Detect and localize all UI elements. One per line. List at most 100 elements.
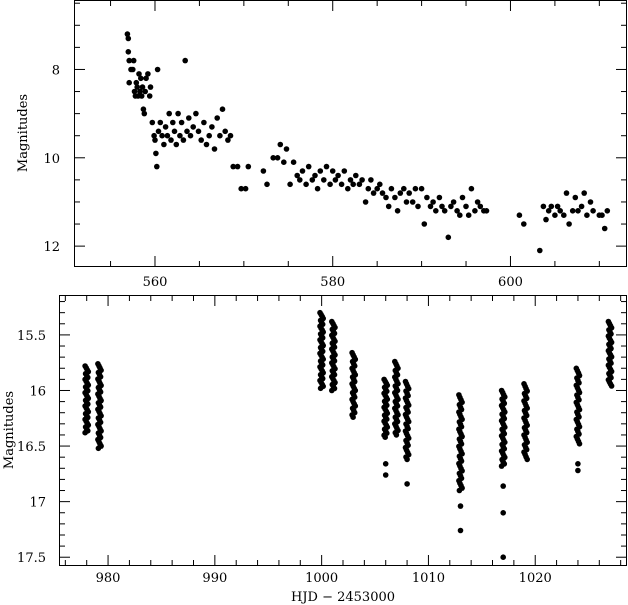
data-point [477,203,484,210]
data-point [134,84,140,90]
data-point [572,194,579,201]
data-point [126,57,132,64]
data-point [457,527,464,534]
data-point [427,203,434,210]
data-point [516,212,523,218]
data-point [500,483,507,489]
data-point [130,66,136,73]
data-point [382,461,389,467]
top-y-tick-label: 10 [43,152,60,167]
data-point [130,57,137,64]
data-point [392,194,398,201]
top-x-tick-label: 600 [498,275,523,290]
bottom-panel: 980 990 1000 1010 1020 15.5 16 16.5 17 17.5 Magni… [2,295,627,605]
data-point [317,168,324,174]
data-point [421,221,428,227]
data-point [303,181,309,188]
bottom-y-tick-label: 15.5 [17,329,46,344]
data-point [401,185,407,192]
bottom-x-tick-label: 1010 [412,571,445,586]
data-point [178,119,185,126]
data-point [439,203,445,210]
data-point [180,137,187,143]
top-panel-points [124,31,611,254]
bottom-x-tick-label: 980 [96,571,121,586]
data-point [561,212,567,218]
data-point [155,128,162,135]
data-point [184,128,190,135]
bottom-x-tick-label: 1020 [519,571,552,586]
bottom-panel-frame [59,295,627,566]
data-point [147,84,154,90]
data-point [297,177,303,183]
data-point [459,194,466,201]
data-point [554,203,561,210]
data-point [198,137,204,143]
data-point [141,110,148,117]
data-point [394,208,401,214]
top-panel: 560 580 600 8 10 12 Magnitudes [16,0,627,290]
top-y-tick-label: 12 [43,240,60,255]
data-point [287,181,293,188]
data-point [601,225,608,232]
data-point [270,155,277,161]
data-point [468,185,475,192]
data-point [359,177,365,183]
data-point [566,221,572,227]
data-point [341,168,348,174]
bottom-y-axis-title: Magnitudes [2,391,17,469]
data-point [162,124,169,130]
data-point [136,71,142,77]
data-point [457,212,463,218]
data-point [584,212,590,218]
data-point [498,463,505,469]
data-point [385,203,392,210]
data-point [305,163,312,170]
data-point [374,185,381,192]
data-point [170,119,176,126]
data-point [383,194,389,201]
top-y-axis-title: Magnitudes [16,94,31,172]
data-point [277,141,284,148]
data-point [454,208,460,214]
data-point [137,88,143,95]
data-point [225,137,231,143]
data-point [126,79,132,86]
data-point [404,481,410,487]
data-point [350,181,357,188]
data-point [445,234,452,241]
data-point [347,177,354,183]
data-point [433,208,439,214]
data-point [312,172,318,179]
bottom-y-tick-label: 16 [29,384,46,399]
data-point [418,185,425,192]
data-point [95,445,102,452]
data-point [430,199,436,205]
data-point [604,208,611,214]
data-point [154,163,160,170]
data-point [537,247,543,254]
data-point [370,190,377,196]
data-point [424,194,430,201]
data-point [472,208,478,214]
data-point [379,190,386,196]
data-point [281,159,287,165]
data-point [323,163,330,170]
data-point [182,57,188,64]
data-point [217,132,223,139]
bottom-x-tick-label: 990 [202,571,227,586]
data-point [186,115,192,121]
data-point [393,432,400,438]
data-point [406,190,413,196]
data-point [575,461,581,467]
data-point [159,132,165,139]
top-panel-ticks: 560 580 600 8 10 12 [43,1,626,290]
data-point [575,467,581,474]
data-point [314,185,321,192]
top-y-tick-label: 8 [52,63,60,78]
data-point [403,199,410,205]
data-point [335,172,341,179]
data-point [161,141,167,148]
data-point [209,124,215,130]
data-point [145,71,151,77]
